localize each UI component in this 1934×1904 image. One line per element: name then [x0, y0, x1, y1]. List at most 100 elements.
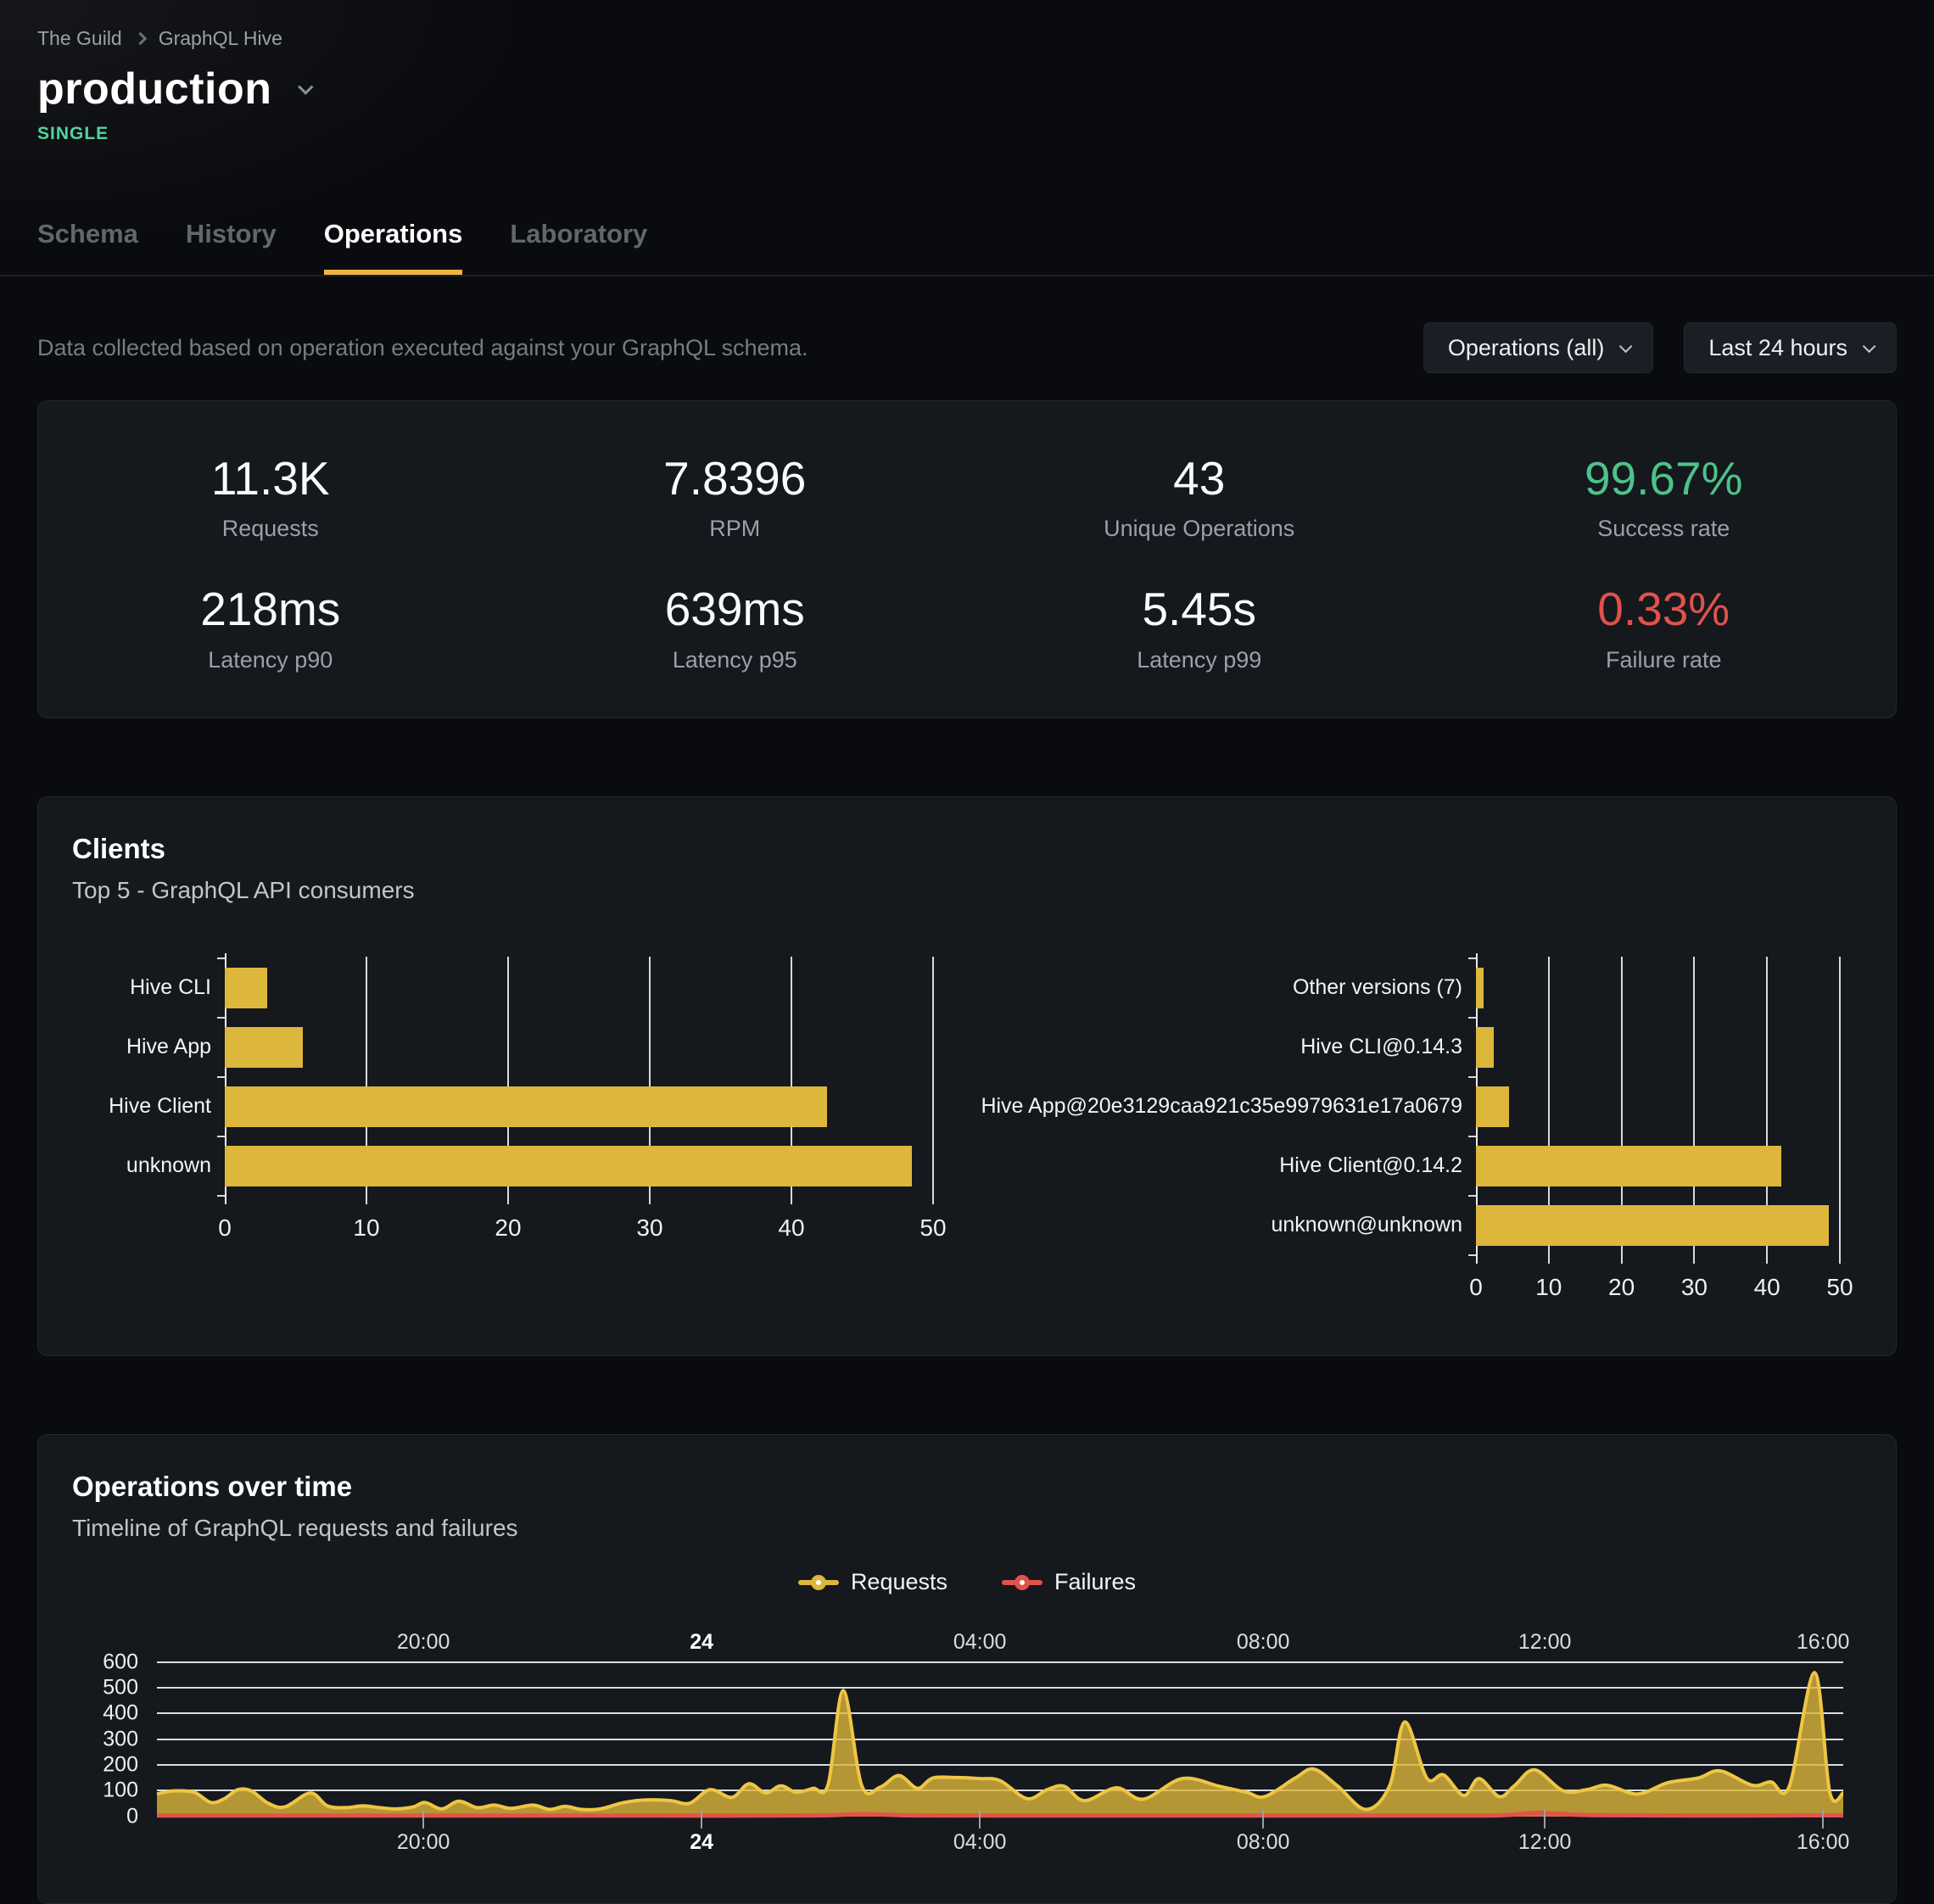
axis-tick-label: 50	[1826, 1273, 1853, 1300]
filter-controls: Operations (all) Last 24 hours	[1423, 322, 1897, 373]
legend-item-failures[interactable]: Failures	[1002, 1569, 1136, 1595]
y-axis-line	[225, 952, 226, 1204]
axis-tick	[1544, 1809, 1546, 1829]
toolbar: Data collected based on operation execut…	[37, 322, 1897, 373]
stat-cell: 11.3K Requests	[38, 452, 503, 542]
bar	[225, 1145, 912, 1187]
breadcrumb: The Guild GraphQL Hive	[37, 25, 1897, 51]
axis-tick-label: 10	[1535, 1273, 1562, 1300]
operations-over-time-subtitle: Timeline of GraphQL requests and failure…	[72, 1514, 518, 1541]
stat-cell: 7.8396 RPM	[503, 452, 968, 542]
timeline-bottom-axis: 20:00 24 04:00 08:00 12:00 16:00	[157, 1822, 1850, 1862]
axis-tick-label: 40	[778, 1214, 805, 1241]
breadcrumb-org-link[interactable]: The Guild	[37, 27, 122, 49]
stat-value: 43	[1173, 452, 1226, 505]
stat-cell: 99.67% Success rate	[1432, 452, 1897, 542]
x-axis-ticks: 0 10 20 30 40 50	[218, 1208, 946, 1255]
stat-label: Failure rate	[1605, 646, 1722, 673]
axis-tick	[1822, 1809, 1825, 1829]
stat-label: Latency p95	[672, 646, 797, 673]
bar-row	[1476, 1018, 1840, 1077]
bar-label: Hive App	[126, 1035, 211, 1058]
gridline	[1620, 956, 1623, 1264]
clients-charts-row: Hive CLI Hive App Hive Client unknown 0 10 20 3…	[72, 952, 1862, 1315]
bar-category-labels: Hive CLI Hive App Hive Client unknown	[72, 958, 225, 1196]
bar-row	[1476, 1196, 1840, 1255]
stat-cell: 43 Unique Operations	[967, 452, 1432, 542]
clients-by-name-chart: Hive CLI Hive App Hive Client unknown 0 10 20 3…	[72, 952, 967, 1315]
bar	[1476, 1204, 1830, 1246]
legend-marker-icon	[1002, 1574, 1043, 1590]
target-mode-badge: SINGLE	[37, 124, 109, 143]
gridline	[157, 1661, 1843, 1663]
timeline-y-axis: 0 100 200 300 400 500 600	[72, 1650, 138, 1828]
chevron-down-icon[interactable]	[297, 78, 314, 95]
axis-tick	[217, 1075, 225, 1078]
clients-title: Clients	[72, 832, 166, 864]
stat-cell: 639ms Latency p95	[503, 583, 968, 673]
bar-label: unknown	[126, 1153, 211, 1177]
bar	[1476, 1145, 1782, 1187]
stat-label: Unique Operations	[1104, 516, 1295, 542]
bar	[225, 1086, 827, 1127]
tab-operations[interactable]: Operations	[323, 219, 463, 275]
x-axis-tick-label: 04:00	[953, 1829, 1007, 1854]
bar-label: unknown@unknown	[1271, 1213, 1462, 1237]
breadcrumb-project-link[interactable]: GraphQL Hive	[158, 27, 282, 49]
axis-tick	[217, 1016, 225, 1019]
tab-laboratory[interactable]: Laboratory	[510, 219, 648, 248]
axis-tick-label: 0	[1469, 1273, 1483, 1300]
operations-over-time-card: Operations over time Timeline of GraphQL…	[37, 1433, 1897, 1904]
axis-tick	[217, 1135, 225, 1137]
axis-tick	[701, 1809, 703, 1829]
stat-cell: 0.33% Failure rate	[1432, 583, 1897, 673]
stats-panel: 11.3K Requests 7.8396 RPM 43 Unique Operation…	[37, 400, 1897, 718]
axis-tick-label: 20	[1608, 1273, 1635, 1300]
bar	[225, 967, 268, 1008]
page-title: production	[37, 64, 272, 114]
axis-tick-label: 30	[636, 1214, 663, 1241]
x-axis-tick-label: 16:00	[1796, 1829, 1850, 1854]
axis-tick-label: 10	[353, 1214, 380, 1241]
dropdown-label: Operations (all)	[1447, 334, 1605, 360]
timerange-filter-dropdown[interactable]: Last 24 hours	[1684, 322, 1897, 373]
y-axis-tick-label: 100	[103, 1778, 138, 1802]
y-axis-tick-label: 500	[103, 1675, 138, 1700]
x-axis-tick-label: 20:00	[396, 1629, 450, 1654]
axis-tick-label: 40	[1753, 1273, 1780, 1300]
timeline-series-svg	[157, 1662, 1843, 1817]
x-axis-tick-label: 08:00	[1236, 1829, 1290, 1854]
bar-label: Hive Client	[109, 1094, 211, 1118]
gridline	[157, 1763, 1843, 1766]
bar-chart-body: Hive CLI Hive App Hive Client unknown	[72, 952, 967, 1204]
x-axis-ticks: 0 10 20 30 40 50	[1469, 1267, 1853, 1315]
operations-over-time-title: Operations over time	[72, 1470, 353, 1502]
requests-area	[157, 1672, 1843, 1817]
bar-row	[225, 1077, 933, 1136]
bar-plot-area	[1468, 952, 1841, 1264]
clients-card: Clients Top 5 - GraphQL API consumers Hi…	[37, 796, 1897, 1356]
x-axis-tick-label: 24	[690, 1629, 714, 1654]
bar-label: Hive App@20e3129caa921c35e9979631e17a067…	[981, 1094, 1462, 1118]
chevron-right-icon	[133, 31, 147, 45]
operations-filter-dropdown[interactable]: Operations (all)	[1423, 322, 1654, 373]
axis-tick	[217, 1194, 225, 1197]
gridline	[1839, 956, 1841, 1264]
gridline	[157, 1686, 1843, 1689]
gridline	[366, 956, 367, 1204]
bar	[1476, 1026, 1495, 1068]
bars	[225, 958, 933, 1196]
legend-item-requests[interactable]: Requests	[797, 1569, 948, 1595]
gridline	[791, 956, 792, 1204]
stat-label: Success rate	[1597, 516, 1730, 542]
x-axis-tick-label: 08:00	[1236, 1629, 1290, 1654]
x-axis-tick-label: 20:00	[396, 1829, 450, 1854]
timeline-top-axis: 20:00 24 04:00 08:00 12:00 16:00	[157, 1622, 1850, 1662]
legend-label: Requests	[850, 1569, 948, 1594]
tab-history[interactable]: History	[185, 219, 277, 248]
axis-tick-label: 50	[919, 1214, 947, 1241]
y-axis-tick-label: 300	[103, 1727, 138, 1750]
tab-schema[interactable]: Schema	[37, 219, 138, 248]
x-axis-tick-label: 12:00	[1518, 1629, 1572, 1654]
x-axis-tick-label: 04:00	[953, 1629, 1007, 1654]
